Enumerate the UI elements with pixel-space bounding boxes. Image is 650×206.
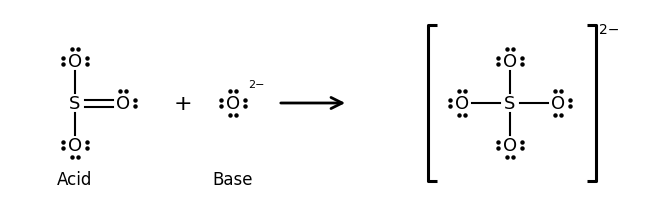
- Text: O: O: [68, 53, 82, 71]
- Text: O: O: [455, 95, 469, 112]
- Text: S: S: [70, 95, 81, 112]
- Text: O: O: [68, 136, 82, 154]
- Text: S: S: [504, 95, 515, 112]
- Text: 2−: 2−: [599, 23, 619, 37]
- Text: +: +: [174, 94, 192, 114]
- Text: Acid: Acid: [57, 170, 93, 188]
- Text: O: O: [503, 136, 517, 154]
- Text: 2−: 2−: [248, 80, 265, 90]
- Text: O: O: [226, 95, 240, 112]
- Text: O: O: [503, 53, 517, 71]
- Text: O: O: [551, 95, 565, 112]
- Text: Base: Base: [213, 170, 254, 188]
- Text: O: O: [116, 95, 130, 112]
